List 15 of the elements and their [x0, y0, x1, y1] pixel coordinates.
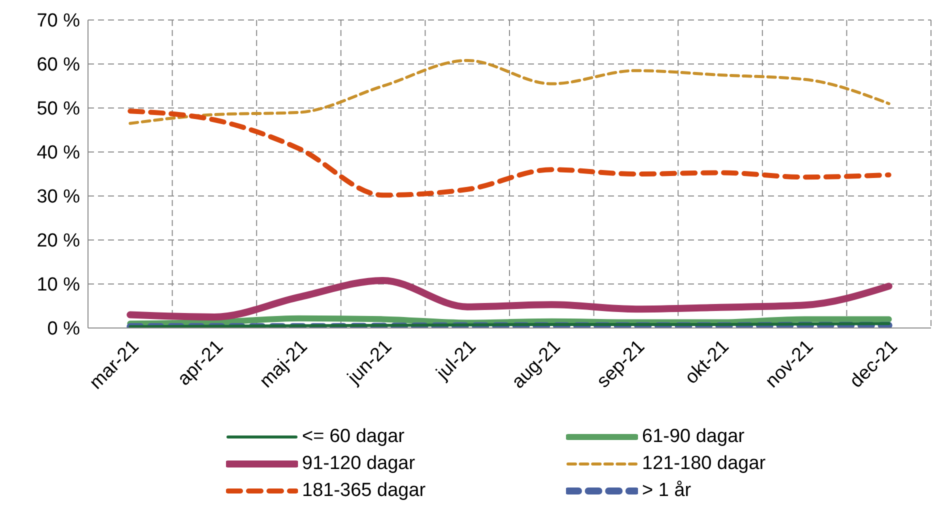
y-tick-label: 30 %: [36, 186, 80, 208]
y-tick-label: 70 %: [36, 10, 80, 32]
legend-label: 121-180 dagar: [642, 452, 766, 474]
y-tick-label: 40 %: [36, 142, 80, 164]
legend-label: <= 60 dagar: [302, 426, 404, 448]
legend-label: 61-90 dagar: [642, 426, 744, 448]
y-tick-label: 50 %: [36, 98, 80, 120]
legend-label: 91-120 dagar: [302, 452, 416, 474]
y-tick-label: 60 %: [36, 54, 80, 76]
legend-label: > 1 år: [642, 480, 692, 502]
y-tick-label: 10 %: [36, 274, 80, 296]
legend-label: 181-365 dagar: [302, 480, 426, 502]
y-tick-label: 20 %: [36, 230, 80, 252]
line-series: [128, 58, 890, 125]
y-tick-label: 0 %: [47, 318, 80, 340]
